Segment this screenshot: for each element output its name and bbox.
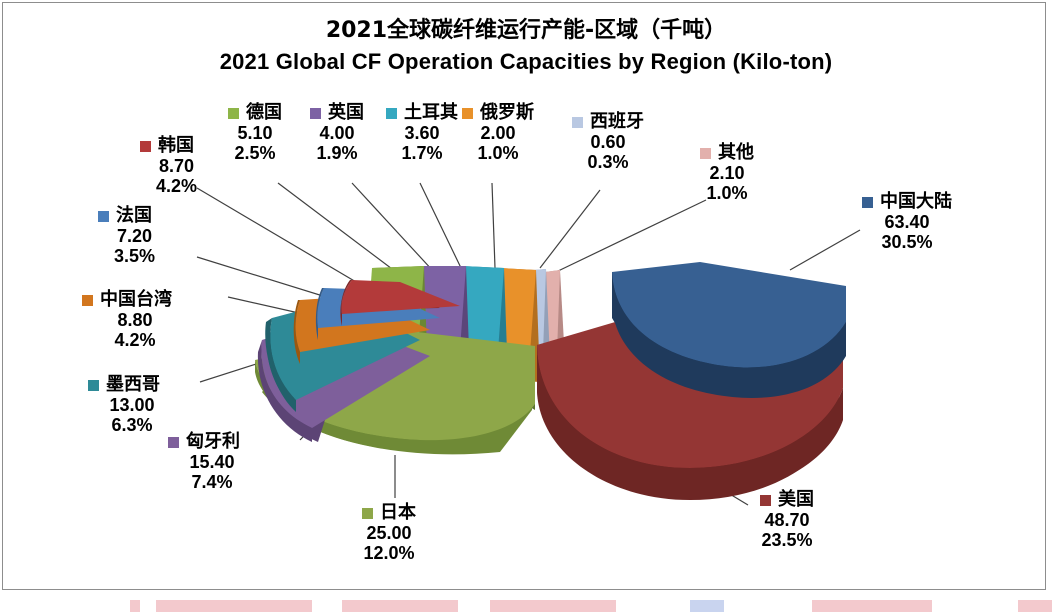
label-percent-spain: 0.3% [587,152,629,173]
label-name-usa: 美国 [778,489,814,510]
label-value-korea: 8.70 [158,156,195,177]
label-name-germany: 德国 [246,102,282,123]
label-percent-turkey: 1.7% [401,143,443,164]
leader-line-other [555,199,707,273]
data-label-turkey: 土耳其 3.60 1.7% [386,102,458,164]
data-label-germany: 德国 5.10 2.5% [228,102,282,164]
pie-slice-china [612,262,846,398]
swatch-turkey-icon [386,107,397,119]
label-percent-china: 30.5% [881,232,933,253]
label-percent-japan: 12.0% [363,543,415,564]
label-value-france: 7.20 [116,226,153,247]
label-name-turkey: 土耳其 [404,102,458,123]
label-percent-hungary: 7.4% [191,472,233,493]
label-name-other: 其他 [718,142,754,163]
label-percent-uk: 1.9% [316,143,358,164]
chart-title-english: 2021 Global CF Operation Capacities by R… [219,49,833,74]
leader-line-turkey [419,182,463,271]
label-name-mexico: 墨西哥 [106,374,160,395]
data-label-taiwan: 中国台湾 8.80 4.2% [82,289,172,351]
swatch-china-icon [862,196,873,208]
data-label-uk: 英国 4.00 1.9% [310,102,364,164]
label-value-japan: 25.00 [366,523,412,544]
data-label-usa: 美国 48.70 23.5% [760,489,814,551]
label-percent-usa: 23.5% [761,530,813,551]
swatch-taiwan-icon [82,294,93,306]
label-name-hungary: 匈牙利 [186,431,240,452]
label-name-spain: 西班牙 [590,111,644,132]
label-name-korea: 韩国 [158,135,194,156]
leader-line-korea [196,187,374,293]
leader-line-germany [277,182,405,279]
swatch-russia-icon [462,107,473,119]
pie-slice-korea [340,280,460,326]
swatch-germany-icon [228,107,239,119]
bottom-decorative-strip [0,596,1052,614]
data-label-japan: 日本 25.00 12.0% [362,502,416,564]
data-label-china: 中国大陆 63.40 30.5% [862,191,952,253]
data-label-mexico: 墨西哥 13.00 6.3% [88,374,160,436]
label-name-france: 法国 [116,205,152,226]
data-label-russia: 俄罗斯 2.00 1.0% [462,102,534,164]
label-value-other: 2.10 [709,163,745,184]
label-value-turkey: 3.60 [404,123,440,144]
leader-line-uk [351,182,435,273]
data-label-hungary: 匈牙利 15.40 7.4% [168,431,240,493]
leader-line-china [789,229,861,271]
label-value-spain: 0.60 [590,132,626,153]
label-value-usa: 48.70 [764,510,810,531]
label-percent-france: 3.5% [114,246,156,267]
label-percent-germany: 2.5% [234,143,276,164]
label-name-russia: 俄罗斯 [480,102,534,123]
data-label-korea: 韩国 8.70 4.2% [140,135,198,197]
chart-title-chinese: 2021全球碳纤维运行产能-区域（千吨） [325,18,727,43]
swatch-korea-icon [140,140,151,152]
label-value-mexico: 13.00 [109,395,155,416]
label-value-russia: 2.00 [480,123,516,144]
label-name-japan: 日本 [380,502,416,523]
data-label-france: 法国 7.20 3.5% [98,205,156,267]
swatch-usa-icon [760,494,771,506]
swatch-hungary-icon [168,436,179,448]
label-value-hungary: 15.40 [189,452,235,473]
label-value-taiwan: 8.80 [117,310,153,331]
label-percent-korea: 4.2% [156,176,198,197]
label-name-china: 中国大陆 [880,191,952,212]
swatch-uk-icon [310,107,321,119]
swatch-other-icon [700,147,711,159]
data-label-spain: 西班牙 0.60 0.3% [572,111,644,173]
label-name-uk: 英国 [328,102,364,123]
label-value-germany: 5.10 [237,123,273,144]
data-label-other: 其他 2.10 1.0% [700,142,754,204]
leader-line-spain [539,189,601,269]
swatch-mexico-icon [88,379,99,391]
label-value-china: 63.40 [884,212,930,233]
swatch-spain-icon [572,116,583,128]
label-percent-taiwan: 4.2% [114,330,156,351]
swatch-france-icon [98,210,109,222]
swatch-japan-icon [362,507,373,519]
chart-title-block: 2021全球碳纤维运行产能-区域（千吨） 2021 Global CF Oper… [0,16,1052,78]
label-name-taiwan: 中国台湾 [100,289,172,310]
label-percent-other: 1.0% [706,183,748,204]
label-percent-russia: 1.0% [477,143,519,164]
label-value-uk: 4.00 [319,123,355,144]
label-percent-mexico: 6.3% [111,415,153,436]
leader-line-russia [491,182,496,269]
